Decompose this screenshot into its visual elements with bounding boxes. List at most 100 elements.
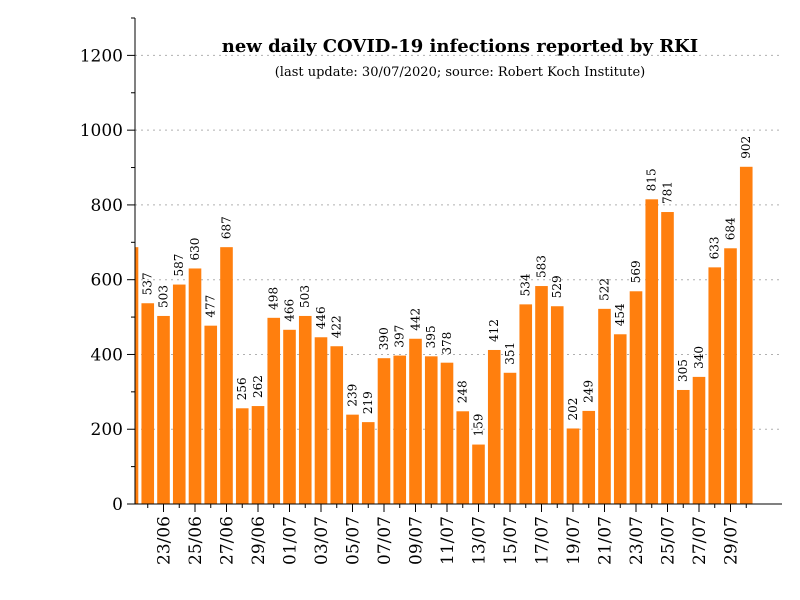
data-label: 422 [330,315,344,338]
x-tick-label: 27/06 [218,516,238,565]
bar [645,199,659,504]
bar [377,358,391,504]
data-label: 239 [346,384,360,407]
data-label: 630 [188,238,202,261]
data-label: 522 [598,278,612,301]
bar [267,317,281,504]
x-tick-label: 21/07 [596,516,616,565]
x-tick-label: 01/07 [281,516,301,565]
bar [676,389,690,504]
bar [487,349,501,504]
y-tick-label: 400 [91,345,123,365]
data-label: 466 [283,299,297,322]
x-tick-label: 23/07 [627,516,647,565]
bar [346,414,359,504]
bar [157,315,170,504]
data-label: 397 [393,325,407,348]
x-tick-label: 23/06 [155,516,175,565]
data-label: 587 [172,254,186,277]
bar [135,247,139,504]
bar [661,212,674,504]
y-tick-label: 600 [91,271,123,291]
bar [235,408,249,504]
bar [629,291,643,504]
bar [566,428,580,504]
data-label: 390 [377,327,391,350]
data-label: 159 [472,414,486,437]
data-label: 684 [724,217,738,240]
bar [314,337,328,504]
data-label: 340 [692,346,706,369]
data-label: 351 [503,342,517,365]
bar [298,315,312,504]
bar [424,356,438,504]
bar [283,329,296,504]
bar [550,306,564,504]
x-tick-label: 11/07 [438,516,458,565]
x-ticks: 23/06 25/06 27/06 29/06 01/07 03/07 05/07 07/07… [147,504,747,565]
bar [692,376,706,504]
bar [172,284,186,504]
x-tick-label: 25/06 [186,516,206,565]
bar [708,267,722,504]
data-label: 633 [708,236,722,259]
data-label: 262 [251,375,265,398]
bar [204,325,218,504]
y-tick-label: 1200 [80,46,123,66]
bar [251,406,265,504]
x-tick-label: 15/07 [501,516,521,565]
x-tick-label: 05/07 [344,516,364,565]
data-label: 537 [141,272,155,295]
x-tick-label: 27/07 [690,516,710,565]
x-tick-label: 13/07 [470,516,490,565]
y-tick-label: 200 [91,420,123,440]
data-label: 583 [535,255,549,278]
data-label: 529 [550,275,564,298]
x-tick-label: 19/07 [564,516,584,565]
bar [361,422,375,504]
y-tick-label: 800 [91,196,123,216]
x-tick-label: 25/07 [659,516,679,565]
bar [141,303,155,504]
data-label: 454 [613,303,627,326]
bar [440,362,454,504]
bar [739,166,753,504]
bar [582,410,596,504]
y-tick-label: 1000 [80,121,123,141]
x-tick-label: 07/07 [375,516,395,565]
data-label: 256 [235,377,249,400]
bar [409,338,422,504]
data-label: 395 [424,325,438,348]
x-tick-label: 29/07 [722,516,742,565]
bar [503,372,517,504]
data-label: 503 [157,285,171,308]
x-tick-label: 03/07 [312,516,332,565]
data-label: 248 [456,380,470,403]
chart-title: new daily COVID-19 infections reported b… [222,36,698,57]
data-label: 446 [314,306,328,329]
chart-subtitle: (last update: 30/07/2020; source: Robert… [275,65,646,80]
data-label: 378 [440,332,454,355]
bar [724,248,737,504]
y-tick-label: 0 [112,495,123,515]
bar [220,247,233,504]
data-label: 249 [582,380,596,403]
data-label: 503 [298,285,312,308]
x-tick-label: 09/07 [407,516,427,565]
data-label: 202 [566,398,580,421]
bar [330,346,344,504]
bar [188,268,202,504]
bar [613,334,627,504]
data-label: 815 [645,168,659,191]
axes [134,18,782,505]
y-ticks: 0 200 400 600 800 1000 1200 [80,17,135,515]
data-label: 219 [361,391,375,414]
x-tick-label: 29/06 [249,516,269,565]
data-label: 442 [409,308,423,331]
data-label: 498 [267,287,281,310]
bar [519,304,533,504]
bars [135,166,753,504]
data-label: 412 [487,319,501,342]
bar [598,308,611,504]
